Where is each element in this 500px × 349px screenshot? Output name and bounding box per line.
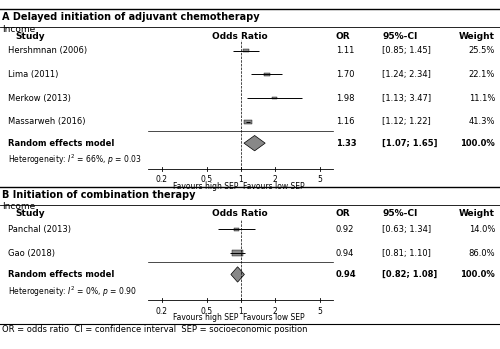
Text: Odds Ratio: Odds Ratio	[212, 209, 268, 218]
Bar	[234, 228, 239, 231]
Text: Merkow (2013): Merkow (2013)	[8, 94, 70, 103]
Text: 41.3%: 41.3%	[468, 117, 495, 126]
Text: [1.24; 2.34]: [1.24; 2.34]	[382, 70, 432, 79]
Text: Lima (2011): Lima (2011)	[8, 70, 58, 79]
Text: 100.0%: 100.0%	[460, 139, 495, 148]
Text: 95%-CI: 95%-CI	[382, 32, 418, 41]
Text: Panchal (2013): Panchal (2013)	[8, 225, 70, 234]
Text: [1.12; 1.22]: [1.12; 1.22]	[382, 117, 431, 126]
Text: 1: 1	[238, 175, 243, 184]
Text: 1.16: 1.16	[336, 117, 354, 126]
Text: 2: 2	[272, 175, 277, 184]
Text: 95%-CI: 95%-CI	[382, 209, 418, 218]
Text: [0.82; 1.08]: [0.82; 1.08]	[382, 270, 438, 279]
Text: [0.85; 1.45]: [0.85; 1.45]	[382, 46, 432, 55]
Text: 1.98: 1.98	[336, 94, 354, 103]
Text: Massarweh (2016): Massarweh (2016)	[8, 117, 85, 126]
Text: OR: OR	[336, 32, 350, 41]
Bar	[232, 250, 243, 256]
Text: [1.13; 3.47]: [1.13; 3.47]	[382, 94, 432, 103]
Text: 0.5: 0.5	[200, 306, 212, 315]
Text: Study: Study	[15, 32, 44, 41]
Text: 0.94: 0.94	[336, 248, 354, 258]
Text: 0.94: 0.94	[336, 270, 356, 279]
Text: Favours low SEP: Favours low SEP	[243, 313, 304, 322]
Text: 0.2: 0.2	[156, 306, 168, 315]
Text: 100.0%: 100.0%	[460, 270, 495, 279]
Text: B Initiation of combination therapy: B Initiation of combination therapy	[2, 190, 196, 200]
Text: Heterogeneity: $I^2$ = 0%, $p$ = 0.90: Heterogeneity: $I^2$ = 0%, $p$ = 0.90	[8, 284, 136, 299]
Text: Favours low SEP: Favours low SEP	[243, 181, 304, 191]
Text: 22.1%: 22.1%	[468, 70, 495, 79]
Text: Hershmnan (2006): Hershmnan (2006)	[8, 46, 86, 55]
Bar	[264, 73, 270, 76]
Text: Heterogeneity: $I^2$ = 66%, $p$ = 0.03: Heterogeneity: $I^2$ = 66%, $p$ = 0.03	[8, 153, 141, 168]
Bar	[272, 97, 276, 99]
Text: 2: 2	[272, 306, 277, 315]
Text: Gao (2018): Gao (2018)	[8, 248, 54, 258]
Bar	[244, 120, 252, 124]
Polygon shape	[244, 135, 265, 151]
Text: 1.70: 1.70	[336, 70, 354, 79]
Text: 11.1%: 11.1%	[468, 94, 495, 103]
Text: 0.92: 0.92	[336, 225, 354, 234]
Text: 14.0%: 14.0%	[468, 225, 495, 234]
Text: Random effects model: Random effects model	[8, 139, 114, 148]
Text: Random effects model: Random effects model	[8, 270, 114, 279]
Text: Income: Income	[2, 202, 36, 211]
Text: OR = odds ratio  CI = confidence interval  SEP = socioeconomic position: OR = odds ratio CI = confidence interval…	[2, 325, 308, 334]
Text: 0.2: 0.2	[156, 175, 168, 184]
Text: [0.81; 1.10]: [0.81; 1.10]	[382, 248, 432, 258]
Text: 86.0%: 86.0%	[468, 248, 495, 258]
Text: Favours high SEP: Favours high SEP	[172, 313, 238, 322]
Text: A Delayed initiation of adjuvant chemotherapy: A Delayed initiation of adjuvant chemoth…	[2, 12, 260, 22]
Text: OR: OR	[336, 209, 350, 218]
Bar	[242, 49, 249, 52]
Text: 1.11: 1.11	[336, 46, 354, 55]
Text: [1.07; 1.65]: [1.07; 1.65]	[382, 139, 438, 148]
Text: 1.33: 1.33	[336, 139, 356, 148]
Text: 5: 5	[317, 175, 322, 184]
Text: Study: Study	[15, 209, 44, 218]
Text: Odds Ratio: Odds Ratio	[212, 32, 268, 41]
Text: 1: 1	[238, 306, 243, 315]
Text: 5: 5	[317, 306, 322, 315]
Text: 25.5%: 25.5%	[468, 46, 495, 55]
Text: Weight: Weight	[459, 209, 495, 218]
Polygon shape	[231, 267, 244, 282]
Text: Weight: Weight	[459, 32, 495, 41]
Text: Income: Income	[2, 25, 36, 34]
Text: Favours high SEP: Favours high SEP	[172, 181, 238, 191]
Text: [0.63; 1.34]: [0.63; 1.34]	[382, 225, 432, 234]
Text: 0.5: 0.5	[200, 175, 212, 184]
